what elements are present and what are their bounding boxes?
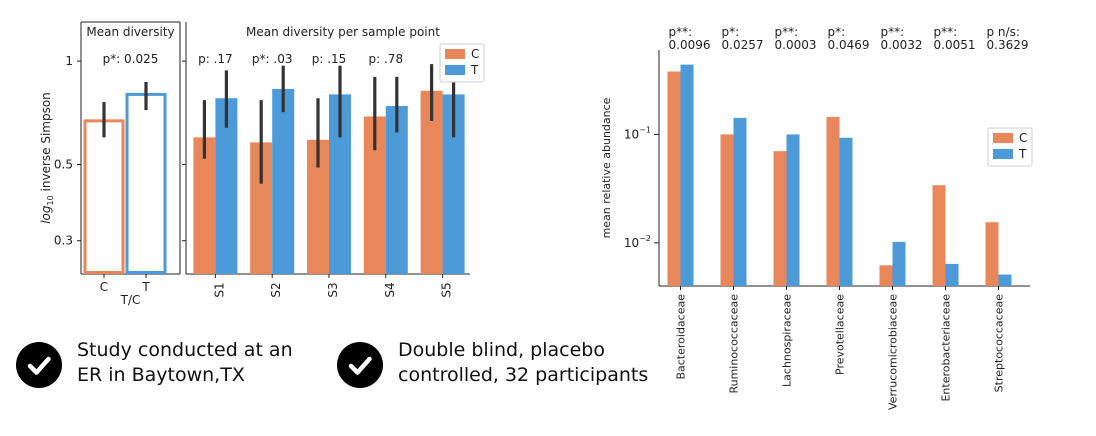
bar-Ruminococcaceae-C [720, 134, 734, 286]
y-tick-base: 10 [624, 236, 639, 250]
legend-swatch-T [993, 149, 1013, 159]
checklist-line: Double blind, placebo [398, 339, 605, 361]
p-value-annotation: p*: .03 [252, 52, 293, 66]
legend-label-C: C [471, 47, 479, 61]
y-tick-base: 10 [624, 127, 639, 141]
y-axis-label-log: log [39, 205, 53, 224]
y-axis-label-sub: 10 [46, 195, 55, 205]
p-value-annotation: p: .15 [312, 52, 347, 66]
x-tick-label: S3 [326, 282, 340, 297]
chart-title: Mean diversity per sample point [246, 25, 440, 39]
y-axis-label: mean relative abundance [600, 97, 613, 238]
bar-Ruminococcaceae-T [733, 117, 747, 286]
bar-T [125, 92, 167, 274]
y-tick-label: 1 [65, 54, 73, 68]
x-tick-label: Enterobacteriaceae [940, 294, 953, 402]
p-value-annotation: p*: 0.025 [103, 52, 159, 66]
y-tick-label: 10−1 [624, 125, 651, 141]
chart-title: Mean diversity [86, 25, 174, 39]
p-value-annotation-label: p**: [934, 25, 958, 39]
p-value-annotation-value: 0.0469 [828, 38, 870, 52]
checklist-line: ER in Baytown,TX [77, 364, 245, 386]
y-axis-label: log10 inverse Simpson [39, 92, 55, 224]
bar-S1-T [215, 98, 238, 274]
bar-Verrucomicrobiaceae-C [879, 265, 893, 286]
bar-S4-C [363, 116, 386, 274]
legend-swatch-C [445, 49, 465, 59]
p-value-annotation-value: 0.0032 [881, 38, 923, 52]
bar-Enterobacteriaceae-T [945, 263, 959, 286]
y-tick-exponent: −2 [639, 234, 651, 243]
p-value-annotation-value: 0.0257 [722, 38, 764, 52]
x-tick-label: Lachnospiraceae [781, 294, 794, 387]
y-tick-label: 0.5 [54, 158, 73, 172]
p-value-annotation-value: 0.0003 [775, 38, 817, 52]
x-tick-label: Streptococcaceae [993, 294, 1006, 393]
bar-S4-T [385, 106, 408, 274]
bar-S5-C [420, 90, 443, 274]
y-axis-label-rest: inverse Simpson [39, 92, 53, 195]
bar-S5-T [442, 94, 465, 274]
bar-Bacteroidaceae-T [680, 64, 694, 286]
p-value-annotation: p: .17 [198, 52, 233, 66]
checkmark-icon [16, 342, 62, 388]
legend-label-T: T [1018, 147, 1027, 161]
bar-Prevotellaceae-T [839, 137, 853, 286]
x-tick-label: Ruminococcaceae [728, 294, 741, 394]
legend-label-T: T [470, 63, 479, 77]
x-axis-label: T/C [120, 293, 141, 307]
bar-Lachnospiraceae-T [786, 134, 800, 286]
x-tick-label: S5 [440, 282, 454, 297]
bar-S2-T [272, 88, 295, 275]
p-value-annotation-label: p n/s: [987, 25, 1020, 39]
checklist-item-location: Study conducted at an ER in Baytown,TX [16, 338, 293, 388]
checklist-text: Study conducted at an ER in Baytown,TX [77, 338, 293, 388]
p-value-annotation-label: p**: [775, 25, 799, 39]
bar-S2-C [250, 142, 273, 274]
p-value-annotation-value: 0.0051 [934, 38, 976, 52]
p-value-annotation-label: p*: [722, 25, 740, 39]
x-tick-label: Prevotellaceae [834, 294, 847, 375]
bar-S3-T [329, 94, 351, 274]
bar-Enterobacteriaceae-C [932, 185, 946, 286]
checkmark-icon [337, 342, 383, 388]
bar-Lachnospiraceae-C [773, 151, 787, 286]
legend: CT [987, 127, 1033, 167]
x-tick-label: S2 [269, 282, 283, 297]
p-value-annotation-value: 0.3629 [987, 38, 1029, 52]
bar-Prevotellaceae-C [826, 116, 840, 287]
x-tick-label: S1 [212, 282, 226, 297]
legend-swatch-C [993, 133, 1013, 143]
checklist-text: Double blind, placebo controlled, 32 par… [398, 338, 648, 388]
p-value-annotation-value: 0.0096 [669, 38, 711, 52]
y-tick-label: 10−2 [624, 234, 651, 250]
p-value-annotation-label: p*: [828, 25, 846, 39]
bar-S3-C [307, 139, 329, 274]
bar-S1-C [193, 137, 216, 274]
x-tick-label: C [100, 280, 108, 294]
legend-label-C: C [1019, 131, 1027, 145]
y-tick-label: 0.3 [54, 234, 73, 248]
bar-C [83, 119, 125, 275]
legend: CT [439, 43, 485, 83]
x-tick-label: T [141, 280, 150, 294]
x-tick-label: S4 [383, 282, 397, 297]
x-tick-label: Verrucomicrobiaceae [887, 294, 900, 410]
p-value-annotation-label: p**: [669, 25, 693, 39]
bar-Streptococcaceae-C [985, 222, 999, 286]
legend-swatch-T [445, 65, 465, 75]
bar-Streptococcaceae-T [998, 274, 1012, 286]
x-tick-label: Bacteroidaceae [675, 294, 688, 380]
y-tick-exponent: −1 [639, 125, 651, 134]
bar-Verrucomicrobiaceae-T [892, 241, 906, 286]
p-value-annotation: p: .78 [369, 52, 404, 66]
checklist-line: Study conducted at an [77, 339, 293, 361]
checklist-line: controlled, 32 participants [398, 364, 649, 386]
bar-Bacteroidaceae-C [667, 71, 681, 286]
p-value-annotation-label: p**: [881, 25, 905, 39]
checklist-item-design: Double blind, placebo controlled, 32 par… [337, 338, 648, 388]
